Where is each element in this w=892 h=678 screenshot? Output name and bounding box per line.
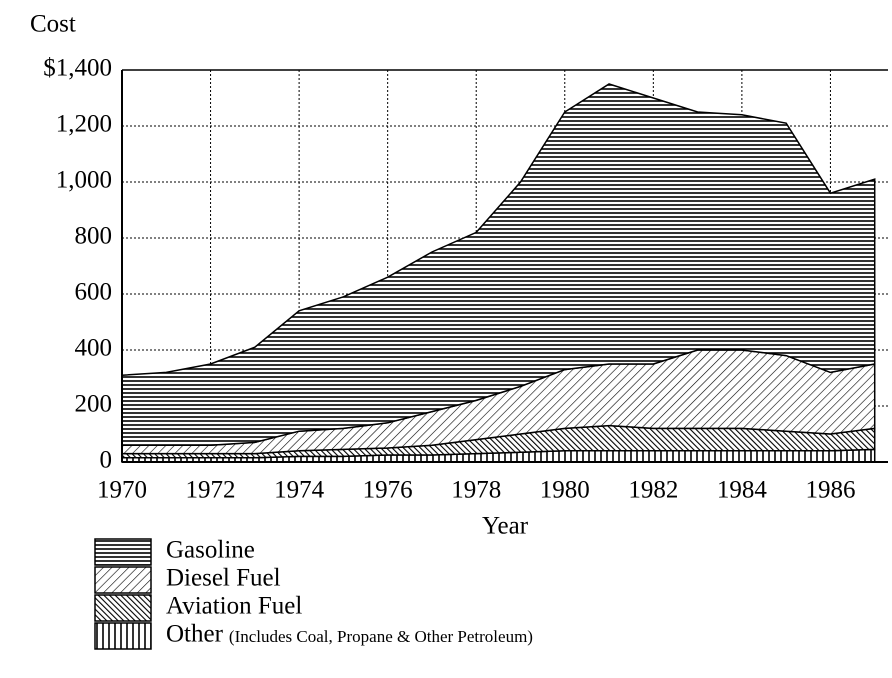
x-tick-label: 1976 xyxy=(363,477,413,504)
y-tick-label: 200 xyxy=(75,391,113,418)
y-tick-label: 1,000 xyxy=(56,167,112,194)
y-tick-label: 1,200 xyxy=(56,111,112,138)
x-axis-label: Year xyxy=(482,513,529,540)
y-tick-label: $1,400 xyxy=(43,55,112,82)
x-tick-label: 1974 xyxy=(274,477,325,504)
x-tick-label: 1978 xyxy=(451,477,501,504)
legend-swatch xyxy=(94,594,152,622)
legend-label: Other xyxy=(166,621,224,648)
x-tick-label: 1986 xyxy=(805,477,855,504)
legend-swatch xyxy=(94,622,152,650)
x-tick-label: 1984 xyxy=(717,477,768,504)
legend-label: Aviation Fuel xyxy=(166,593,302,620)
legend-label: Diesel Fuel xyxy=(166,565,281,592)
y-tick-label: 600 xyxy=(75,279,113,306)
legend-label: Gasoline xyxy=(166,537,255,564)
x-tick-label: 1970 xyxy=(97,477,147,504)
legend-note: (Includes Coal, Propane & Other Petroleu… xyxy=(229,627,533,646)
y-tick-label: 800 xyxy=(75,223,113,250)
x-tick-label: 1980 xyxy=(540,477,590,504)
legend-swatch xyxy=(94,566,152,594)
y-axis-label: Cost xyxy=(30,11,76,38)
x-tick-label: 1982 xyxy=(628,477,678,504)
y-tick-label: 0 xyxy=(100,447,113,474)
area xyxy=(121,83,876,446)
y-tick-label: 400 xyxy=(75,335,113,362)
legend-swatch xyxy=(94,538,152,566)
x-tick-label: 1972 xyxy=(186,477,236,504)
